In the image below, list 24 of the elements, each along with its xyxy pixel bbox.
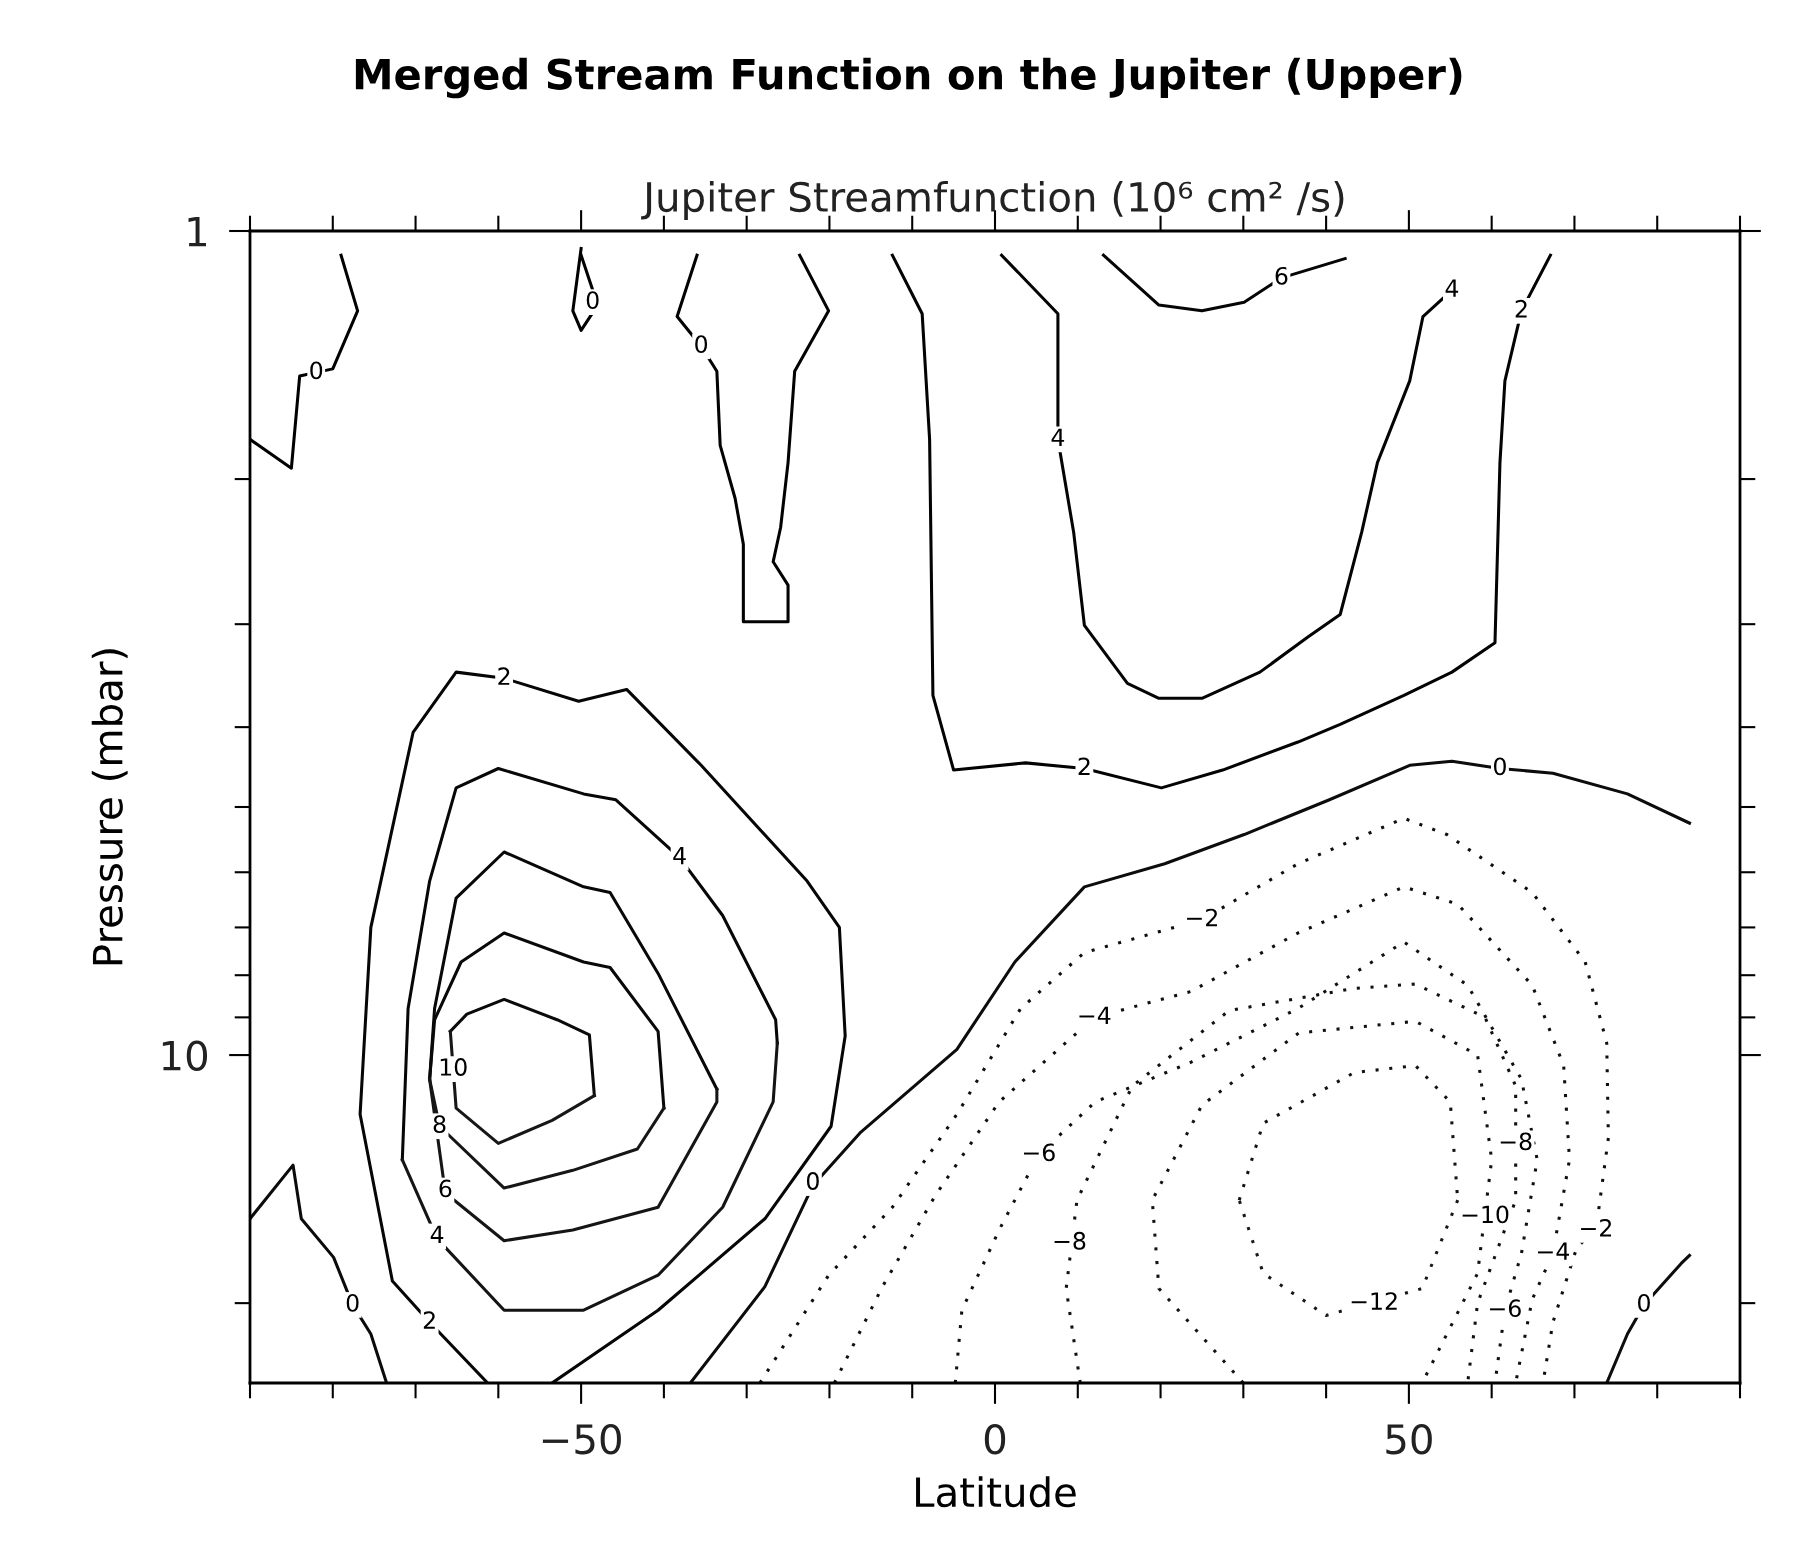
- chart-subtitle: Jupiter Streamfunction (10⁶ cm² /s): [641, 180, 1344, 220]
- y-axis-title: Pressure (mbar): [91, 649, 128, 965]
- annotation: 0: [310, 361, 323, 380]
- annotation: −8: [1500, 1132, 1532, 1151]
- x-tick-label: 0: [984, 1423, 1006, 1455]
- chart-title: Merged Stream Function on the Jupiter (Upper): [355, 57, 1462, 99]
- annotation: −2: [1187, 908, 1217, 927]
- annotation: −6: [1490, 1299, 1521, 1318]
- annotation: −8: [1054, 1231, 1086, 1250]
- annotation: 10: [440, 1058, 467, 1076]
- annotation: 2: [1515, 299, 1527, 318]
- annotation: −12: [1351, 1292, 1397, 1310]
- annotation: −2: [1581, 1218, 1611, 1237]
- x-axis-title: Latitude: [916, 1476, 1076, 1508]
- annotation: −10: [1462, 1205, 1509, 1224]
- annotation: −6: [1023, 1143, 1055, 1162]
- annotation: 6: [1275, 266, 1288, 285]
- annotation: 0: [806, 1172, 819, 1190]
- x-tick-label: −50: [542, 1423, 621, 1455]
- annotation: −4: [1538, 1242, 1569, 1260]
- annotation: 0: [346, 1293, 359, 1312]
- annotation: −4: [1079, 1006, 1111, 1024]
- y-tick-label: 1: [188, 216, 206, 247]
- x-tick-label: 50: [1386, 1423, 1432, 1455]
